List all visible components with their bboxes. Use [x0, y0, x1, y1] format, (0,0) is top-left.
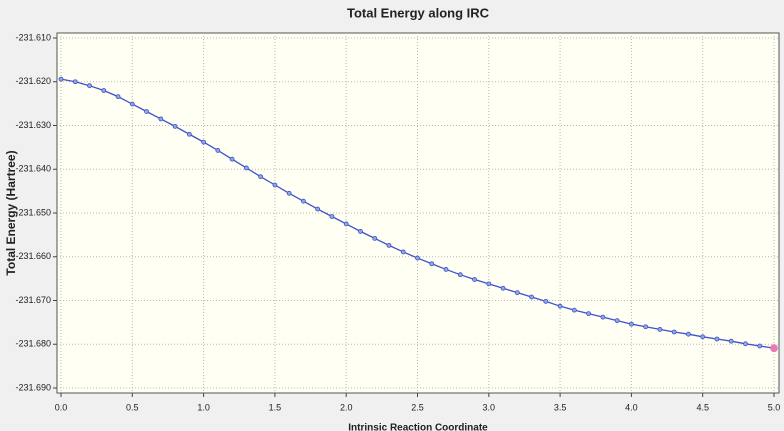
- selected-marker: [770, 344, 778, 353]
- marker: [286, 190, 292, 196]
- marker: [743, 341, 748, 347]
- marker: [72, 79, 78, 85]
- x-tick-label: 1.5: [269, 402, 282, 412]
- y-axis-label: Total Energy (Hartree): [4, 150, 18, 275]
- marker: [500, 285, 506, 291]
- x-tick-label: 3.0: [483, 402, 496, 412]
- marker: [543, 298, 549, 304]
- marker: [343, 221, 349, 227]
- marker: [386, 242, 392, 248]
- x-tick-label: 3.5: [554, 402, 567, 412]
- marker: [272, 182, 278, 188]
- marker: [657, 326, 663, 332]
- marker: [301, 198, 306, 204]
- marker: [315, 206, 321, 212]
- marker: [571, 307, 577, 313]
- x-tick-label: 0.0: [55, 402, 68, 412]
- marker: [472, 277, 477, 282]
- marker: [643, 324, 649, 330]
- marker: [101, 88, 107, 93]
- marker: [358, 228, 363, 234]
- marker: [87, 83, 92, 89]
- marker: [372, 235, 378, 241]
- marker: [457, 272, 463, 278]
- marker: [329, 214, 335, 219]
- marker: [115, 94, 121, 100]
- y-tick-label: -231.650: [15, 207, 51, 217]
- x-tick-label: 5.0: [768, 402, 781, 412]
- marker: [415, 255, 420, 261]
- x-tick-label: 2.5: [411, 402, 424, 412]
- marker: [443, 267, 449, 272]
- marker: [671, 329, 677, 335]
- marker: [600, 314, 606, 320]
- marker: [186, 131, 192, 137]
- x-tick-label: 2.0: [340, 402, 353, 412]
- marker: [158, 116, 164, 122]
- chart-title: Total Energy along IRC: [347, 5, 490, 20]
- marker: [486, 281, 492, 287]
- x-tick-label: 4.5: [696, 402, 709, 412]
- marker: [144, 109, 149, 114]
- marker: [400, 249, 406, 255]
- marker: [129, 101, 135, 107]
- marker: [514, 290, 520, 296]
- marker: [714, 336, 720, 342]
- marker: [728, 338, 734, 344]
- marker: [614, 318, 620, 324]
- marker: [586, 311, 592, 317]
- marker: [700, 334, 706, 340]
- y-tick-label: -231.660: [15, 251, 51, 261]
- marker: [629, 321, 634, 327]
- marker: [429, 261, 435, 267]
- marker: [243, 165, 249, 171]
- y-tick-label: -231.690: [15, 382, 51, 392]
- x-axis-label: Intrinsic Reaction Coordinate: [348, 423, 488, 431]
- marker: [172, 123, 178, 129]
- x-tick-label: 0.5: [126, 402, 139, 412]
- x-tick-label: 1.0: [197, 402, 210, 412]
- y-tick-label: -231.640: [15, 164, 51, 174]
- y-tick-label: -231.620: [15, 76, 51, 86]
- y-tick-label: -231.630: [15, 120, 51, 130]
- y-tick-label: -231.610: [15, 32, 51, 42]
- marker: [58, 76, 64, 82]
- y-tick-label: -231.680: [15, 339, 51, 349]
- marker: [686, 331, 691, 337]
- marker: [201, 139, 207, 145]
- marker: [757, 343, 763, 349]
- y-tick-label: -231.670: [15, 295, 51, 305]
- x-tick-label: 4.0: [625, 402, 638, 412]
- marker: [529, 294, 534, 300]
- marker: [258, 174, 264, 180]
- marker: [229, 156, 235, 162]
- marker: [557, 303, 563, 309]
- marker: [215, 148, 221, 153]
